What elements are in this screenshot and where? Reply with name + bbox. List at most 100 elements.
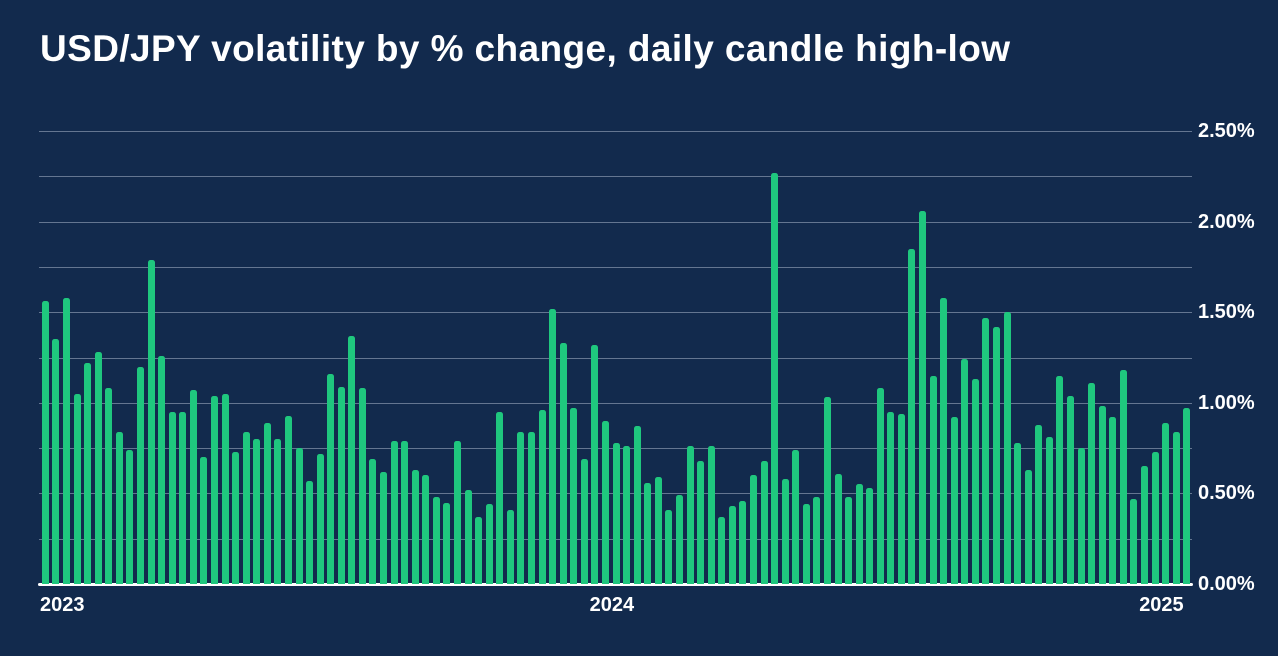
volatility-bar — [295, 448, 303, 584]
x-axis-year-label: 2023 — [40, 594, 85, 616]
volatility-bar — [1130, 498, 1138, 584]
volatility-bar — [221, 393, 229, 584]
volatility-bar — [538, 410, 546, 584]
volatility-bar — [834, 473, 842, 584]
volatility-bar — [697, 460, 705, 584]
volatility-bar — [675, 495, 683, 584]
volatility-bar — [136, 366, 144, 584]
volatility-bar — [855, 484, 863, 584]
volatility-bar — [200, 457, 208, 584]
volatility-bar — [517, 431, 525, 584]
volatility-bar — [728, 506, 736, 584]
volatility-bar — [422, 475, 430, 584]
volatility-bar — [62, 297, 70, 584]
volatility-bar — [1109, 417, 1117, 584]
volatility-bar — [232, 451, 239, 584]
volatility-bar — [1045, 437, 1053, 584]
plot-area — [38, 131, 1193, 586]
volatility-bar — [1162, 422, 1170, 584]
volatility-bar — [1098, 406, 1106, 584]
volatility-bar — [454, 440, 461, 584]
volatility-bar — [1119, 370, 1127, 584]
volatility-bar — [73, 393, 81, 584]
gridline — [39, 266, 1192, 268]
volatility-bar — [158, 355, 166, 584]
volatility-bar — [612, 442, 620, 584]
volatility-bar — [644, 482, 652, 584]
x-axis-year-label: 2025 — [1139, 594, 1184, 616]
volatility-bar — [739, 500, 747, 584]
gridline — [39, 402, 1192, 404]
volatility-bar — [866, 488, 874, 584]
volatility-bar — [210, 395, 218, 584]
y-axis-tick-label: 2.00% — [1198, 210, 1255, 233]
y-axis-tick-label: 2.50% — [1198, 120, 1255, 142]
gridline — [39, 312, 1192, 314]
volatility-bar — [570, 408, 578, 584]
volatility-bar — [929, 375, 937, 584]
volatility-bar — [528, 431, 535, 584]
volatility-bar — [781, 478, 789, 584]
volatility-bar — [506, 509, 514, 584]
volatility-bar — [845, 497, 852, 584]
volatility-bar — [464, 489, 472, 584]
volatility-bar — [475, 517, 483, 584]
volatility-bar — [52, 339, 60, 584]
gridline — [39, 357, 1192, 359]
volatility-bar — [274, 439, 282, 584]
volatility-bar — [369, 459, 377, 584]
volatility-bar — [823, 397, 831, 584]
volatility-bar — [760, 460, 768, 584]
volatility-bar — [686, 446, 694, 584]
volatility-bar — [792, 449, 800, 584]
volatility-bar — [1003, 312, 1011, 584]
volatility-bar — [559, 343, 567, 584]
volatility-bar — [591, 344, 599, 584]
volatility-bar — [253, 439, 261, 584]
volatility-bar — [147, 259, 155, 584]
volatility-bar — [105, 388, 113, 584]
volatility-bar — [993, 326, 1000, 584]
volatility-bar — [876, 388, 884, 584]
volatility-bar — [411, 469, 419, 584]
volatility-bar — [971, 379, 979, 584]
gridline — [39, 176, 1192, 178]
volatility-bar — [327, 373, 335, 584]
x-axis-baseline — [38, 583, 1193, 586]
volatility-bar — [179, 411, 187, 584]
volatility-bar — [919, 210, 926, 584]
volatility-bar — [242, 431, 250, 584]
y-axis-tick-label: 1.50% — [1198, 301, 1255, 324]
volatility-bar — [1024, 469, 1032, 584]
volatility-bar — [982, 317, 990, 584]
volatility-bar — [802, 504, 810, 584]
volatility-bar — [1077, 448, 1085, 584]
volatility-bar — [580, 459, 588, 584]
volatility-bar — [950, 417, 958, 584]
volatility-bar — [601, 420, 609, 584]
volatility-bar — [94, 352, 102, 584]
volatility-bar — [549, 308, 557, 584]
volatility-bar — [961, 359, 969, 584]
volatility-bar — [718, 517, 726, 584]
volatility-bar — [263, 422, 271, 584]
volatility-bar — [887, 411, 895, 584]
volatility-bar — [1014, 442, 1022, 584]
volatility-bar — [771, 172, 778, 584]
gridline — [39, 221, 1192, 223]
volatility-bar — [84, 362, 92, 584]
volatility-bar — [1088, 382, 1096, 584]
volatility-bar — [749, 475, 757, 584]
volatility-bar — [126, 449, 134, 584]
volatility-bar — [348, 335, 356, 584]
x-axis-year-label: 2024 — [589, 594, 635, 616]
volatility-bar — [897, 413, 905, 584]
volatility-bar — [337, 386, 345, 584]
y-axis-tick-label: 0.50% — [1198, 482, 1255, 505]
volatility-bar — [401, 440, 409, 584]
volatility-bar — [940, 297, 948, 584]
gridline — [39, 131, 1192, 132]
volatility-bar — [1056, 375, 1064, 584]
volatility-bar — [432, 497, 440, 584]
volatility-bar — [633, 426, 641, 584]
